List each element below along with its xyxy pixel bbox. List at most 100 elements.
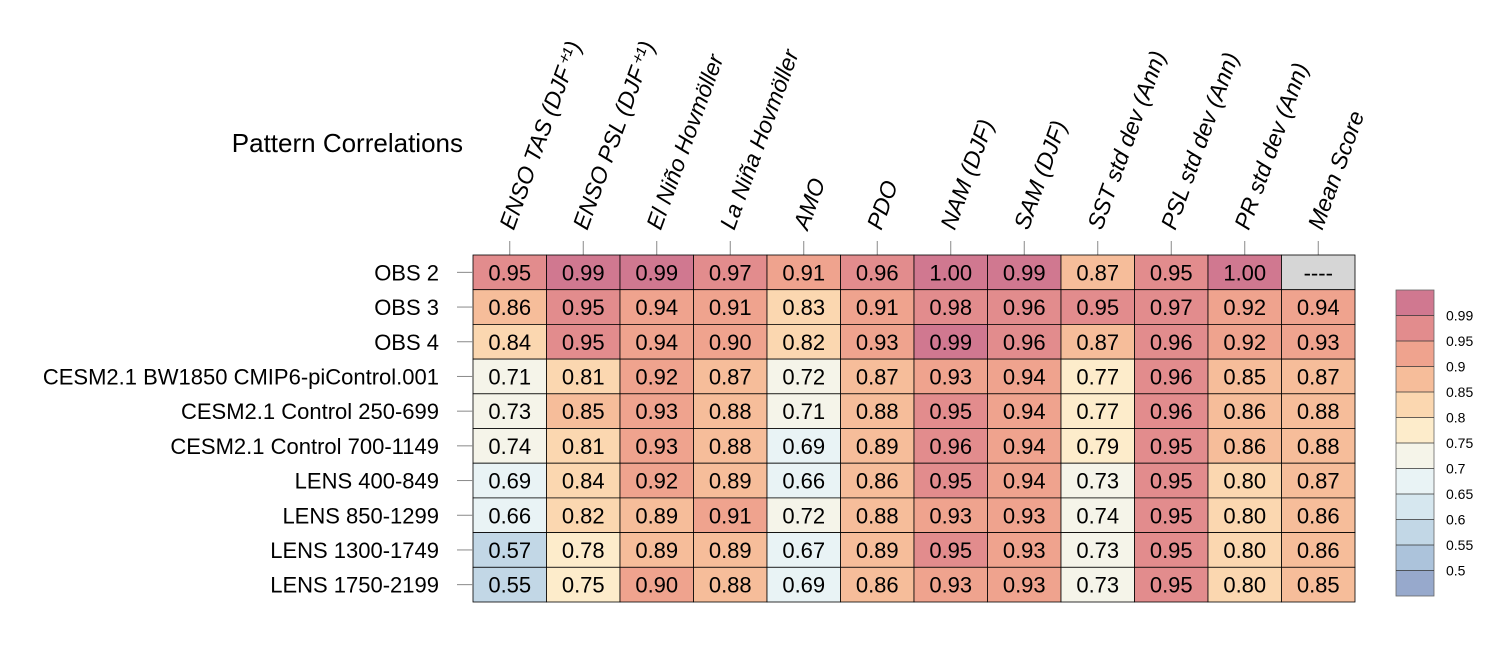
cell-value: 0.95 xyxy=(1150,260,1193,285)
colorbar-segment xyxy=(1396,366,1434,392)
heatmap-cell xyxy=(1060,462,1135,499)
heatmap-cell xyxy=(913,566,988,603)
heatmap-cell xyxy=(693,462,768,499)
column-label: Mean Score xyxy=(1303,107,1370,232)
heatmap-cell xyxy=(472,462,547,499)
heatmap-cell xyxy=(693,532,768,568)
heatmap-cell xyxy=(693,393,768,429)
colorbar-tick-label: 0.55 xyxy=(1446,537,1473,553)
cell-value: 0.89 xyxy=(635,503,678,528)
cell-value: 0.75 xyxy=(562,573,605,598)
colorbar-tick-label: 0.95 xyxy=(1446,333,1473,349)
row-label: OBS 2 xyxy=(374,260,439,285)
heatmap-cell xyxy=(1134,566,1209,603)
heatmap-cell xyxy=(987,566,1062,603)
row-label: CESM2.1 BW1850 CMIP6-piControl.001 xyxy=(43,364,439,389)
heatmap-grid: 0.95 0.99 0.99 0.97 0.91 0.96 1.00 0.99 0.87 0.95… xyxy=(472,254,1356,603)
cell-value: 0.86 xyxy=(856,469,899,494)
heatmap-cell xyxy=(1281,428,1356,464)
heatmap-cell xyxy=(693,289,768,325)
cell-value: 0.99 xyxy=(929,330,972,355)
cell-value: 0.72 xyxy=(782,503,825,528)
cell-value: 0.89 xyxy=(709,469,752,494)
row-labels: OBS 2 OBS 3 OBS 4 CESM2.1 BW1850 CMIP6-piCo… xyxy=(43,260,473,598)
heatmap-cell xyxy=(1134,532,1209,568)
cell-value: 0.87 xyxy=(1297,364,1340,389)
heatmap-cell xyxy=(766,566,841,603)
cell-value: 0.99 xyxy=(562,260,605,285)
cell-value: 0.92 xyxy=(635,469,678,494)
heatmap-cell xyxy=(619,497,694,533)
colorbar-segment xyxy=(1396,468,1434,494)
heatmap-cell xyxy=(766,358,841,395)
cell-value: 0.73 xyxy=(488,399,531,424)
heatmap-cell xyxy=(987,289,1062,325)
heatmap-cell xyxy=(840,566,915,603)
row-label: OBS 3 xyxy=(374,295,439,320)
heatmap-cell xyxy=(1134,358,1209,395)
column-headers: ENSO TAS (DJF⁺¹)ENSO PSL (DJF⁺¹)El Niño … xyxy=(494,37,1369,255)
heatmap-cell xyxy=(1134,289,1209,325)
heatmap-cell xyxy=(1060,323,1135,360)
cell-value: 0.81 xyxy=(562,434,605,459)
colorbar-segment xyxy=(1396,417,1434,443)
cell-value: 0.57 xyxy=(488,538,531,563)
heatmap-cell xyxy=(913,393,988,429)
cell-value: 0.95 xyxy=(1150,573,1193,598)
cell-value: 0.86 xyxy=(1297,538,1340,563)
cell-value: 0.91 xyxy=(709,503,752,528)
cell-value: 0.87 xyxy=(709,364,752,389)
column-label: ENSO PSL (DJF⁺¹) xyxy=(568,37,660,232)
cell-value: 0.91 xyxy=(709,295,752,320)
cell-value: 0.96 xyxy=(1003,330,1046,355)
heatmap-cell xyxy=(913,428,988,464)
heatmap-cell xyxy=(1134,462,1209,499)
cell-value: 0.84 xyxy=(562,469,605,494)
heatmap-cell xyxy=(472,358,547,395)
row-label: LENS 400-849 xyxy=(295,469,439,494)
heatmap-cell xyxy=(1207,566,1282,603)
cell-value: 0.94 xyxy=(1003,434,1046,459)
cell-value: 0.74 xyxy=(1076,503,1119,528)
colorbar-tick-label: 0.99 xyxy=(1446,308,1473,324)
cell-value: 0.71 xyxy=(488,364,531,389)
cell-value: 0.93 xyxy=(1003,573,1046,598)
cell-value: 0.94 xyxy=(635,330,678,355)
heatmap-cell xyxy=(840,358,915,395)
row-label: LENS 1300-1749 xyxy=(270,538,439,563)
cell-value: 0.84 xyxy=(488,330,531,355)
heatmap-cell xyxy=(1060,393,1135,429)
cell-value: 0.95 xyxy=(488,260,531,285)
heatmap-cell xyxy=(987,497,1062,533)
heatmap-cell xyxy=(1281,532,1356,568)
column-label: AMO xyxy=(787,174,830,234)
cell-value: 0.91 xyxy=(782,260,825,285)
cell-value: 0.94 xyxy=(1003,364,1046,389)
column-label: El Niño Hovmöller xyxy=(641,50,729,233)
heatmap-cell xyxy=(619,393,694,429)
heatmap-cell xyxy=(693,497,768,533)
heatmap-cell xyxy=(1281,323,1356,360)
cell-value: 0.82 xyxy=(562,503,605,528)
cell-value: 0.89 xyxy=(635,538,678,563)
cell-value: 0.94 xyxy=(1297,295,1340,320)
cell-value: 0.80 xyxy=(1223,503,1266,528)
heatmap-cell xyxy=(987,323,1062,360)
cell-value: 0.99 xyxy=(635,260,678,285)
cell-value: 0.93 xyxy=(929,503,972,528)
colorbar-segment xyxy=(1396,545,1434,571)
cell-value: 1.00 xyxy=(929,260,972,285)
cell-value: 0.73 xyxy=(1076,573,1119,598)
cell-value: 0.96 xyxy=(1150,330,1193,355)
column-label: SST std dev (Ann) xyxy=(1082,47,1171,232)
colorbar-segment xyxy=(1396,315,1434,341)
column-label: PDO xyxy=(862,177,904,233)
row-label: OBS 4 xyxy=(374,330,439,355)
heatmap-cell xyxy=(987,428,1062,464)
heatmap-cell xyxy=(1207,532,1282,568)
cell-value: 0.86 xyxy=(1223,399,1266,424)
cell-value: 0.96 xyxy=(1150,399,1193,424)
cell-value: 1.00 xyxy=(1223,260,1266,285)
heatmap-cell xyxy=(1281,358,1356,395)
cell-value: 0.89 xyxy=(856,538,899,563)
